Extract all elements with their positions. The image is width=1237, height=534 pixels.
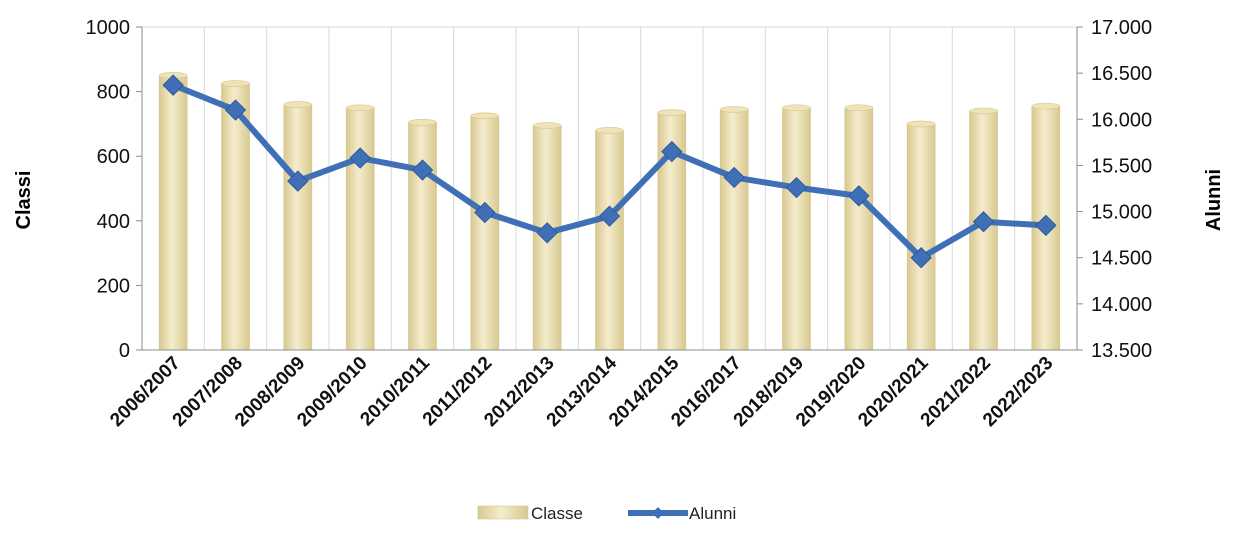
bar-classe-top (595, 127, 624, 134)
point-alunni (162, 74, 184, 96)
y-tick-label: 600 (97, 146, 130, 168)
legend-label-classe: Classe (531, 504, 583, 523)
y2-tick-label: 14.000 (1091, 294, 1152, 316)
y2-tick-label: 15.000 (1091, 202, 1152, 224)
point-alunni (1035, 214, 1057, 237)
bar-classe-top (470, 112, 500, 120)
line-series-alunni (162, 74, 1057, 269)
bar-classe-top (906, 120, 936, 128)
bar-classe-top (719, 106, 749, 113)
bar-classe-top (532, 122, 562, 129)
y2-axis-title: Alunni (1203, 169, 1225, 231)
bar-classe (595, 130, 624, 351)
point-alunni (848, 185, 870, 207)
bar-series-classe (158, 72, 1061, 351)
point-alunni (349, 147, 371, 169)
bar-classe-top (969, 107, 998, 115)
bar-classe-top (345, 104, 375, 112)
legend: Classe Alunni (477, 504, 736, 523)
legend-label-alunni: Alunni (689, 504, 736, 523)
bar-classe (470, 115, 500, 351)
y2-tick-label: 16.500 (1091, 63, 1152, 85)
point-alunni (536, 222, 558, 244)
y-tick-label: 0 (119, 340, 130, 362)
y2-tick-label: 17.000 (1091, 17, 1152, 39)
point-alunni (224, 99, 247, 121)
bar-classe (906, 123, 936, 351)
point-alunni (785, 176, 808, 199)
bar-classe (408, 121, 437, 351)
legend-swatch-alunni-marker (652, 507, 664, 519)
point-alunni (598, 205, 621, 227)
point-alunni (723, 166, 745, 189)
y2-tick-label: 15.500 (1091, 155, 1152, 177)
bar-classe-top (657, 109, 687, 116)
bar-classe (221, 83, 250, 351)
bar-classe (844, 107, 874, 351)
y2-tick-label: 13.500 (1091, 340, 1152, 362)
bar-classe (158, 75, 188, 351)
bar-classe-top (782, 104, 811, 112)
bar-classe (782, 107, 811, 351)
point-alunni (474, 201, 496, 224)
y-tick-label: 800 (97, 82, 130, 104)
point-alunni (287, 170, 309, 192)
bar-classe-top (408, 118, 437, 126)
point-alunni (910, 247, 932, 269)
bar-classe-top (283, 101, 313, 108)
y2-tick-label: 16.000 (1091, 109, 1152, 131)
bar-classe-top (844, 104, 874, 112)
legend-swatch-classe (477, 505, 529, 520)
y-tick-label: 1000 (86, 17, 131, 39)
bar-classe-top (1031, 102, 1061, 110)
bar-classe-top (221, 80, 250, 87)
y-axis-title: Classi (13, 171, 35, 230)
y-tick-label: 200 (97, 275, 130, 297)
bar-classe (283, 104, 313, 351)
point-alunni (661, 140, 683, 163)
point-alunni (972, 211, 995, 233)
y2-tick-label: 14.500 (1091, 248, 1152, 270)
bar-classe (719, 109, 749, 351)
y-tick-label: 400 (97, 211, 130, 233)
point-alunni (411, 159, 434, 181)
bar-classe (345, 107, 375, 351)
